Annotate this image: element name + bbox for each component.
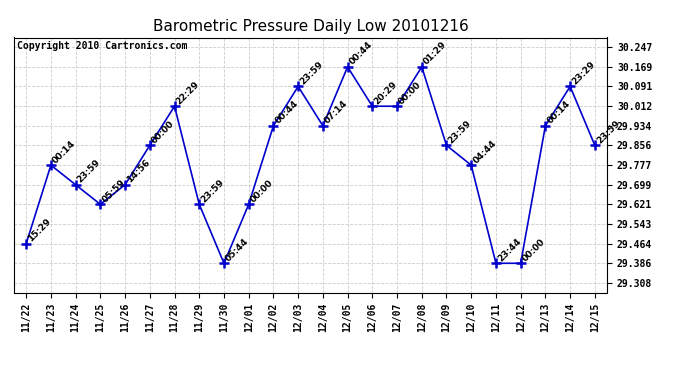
Text: 23:59: 23:59	[76, 158, 102, 185]
Text: 00:44: 00:44	[348, 40, 374, 67]
Text: 07:14: 07:14	[323, 99, 350, 126]
Text: 04:44: 04:44	[471, 138, 498, 165]
Text: 14:56: 14:56	[125, 158, 152, 185]
Text: 15:29: 15:29	[26, 217, 53, 244]
Text: 00:00: 00:00	[248, 178, 275, 204]
Text: 05:59: 05:59	[100, 178, 127, 204]
Text: 23:29: 23:29	[570, 60, 597, 86]
Text: 23:44: 23:44	[496, 237, 523, 263]
Text: 00:14: 00:14	[51, 139, 77, 165]
Title: Barometric Pressure Daily Low 20101216: Barometric Pressure Daily Low 20101216	[152, 18, 469, 33]
Text: 23:59: 23:59	[199, 178, 226, 204]
Text: 22:29: 22:29	[175, 80, 201, 106]
Text: 20:29: 20:29	[373, 80, 399, 106]
Text: Copyright 2010 Cartronics.com: Copyright 2010 Cartronics.com	[17, 41, 187, 51]
Text: 00:14: 00:14	[545, 99, 572, 126]
Text: 23:59: 23:59	[298, 60, 325, 86]
Text: 00:44: 00:44	[273, 99, 300, 126]
Text: 01:29: 01:29	[422, 40, 448, 67]
Text: 00:00: 00:00	[397, 80, 423, 106]
Text: 00:00: 00:00	[150, 119, 176, 146]
Text: 00:00: 00:00	[521, 237, 547, 263]
Text: 23:59: 23:59	[595, 118, 622, 146]
Text: 05:44: 05:44	[224, 237, 250, 263]
Text: 23:59: 23:59	[446, 118, 473, 146]
